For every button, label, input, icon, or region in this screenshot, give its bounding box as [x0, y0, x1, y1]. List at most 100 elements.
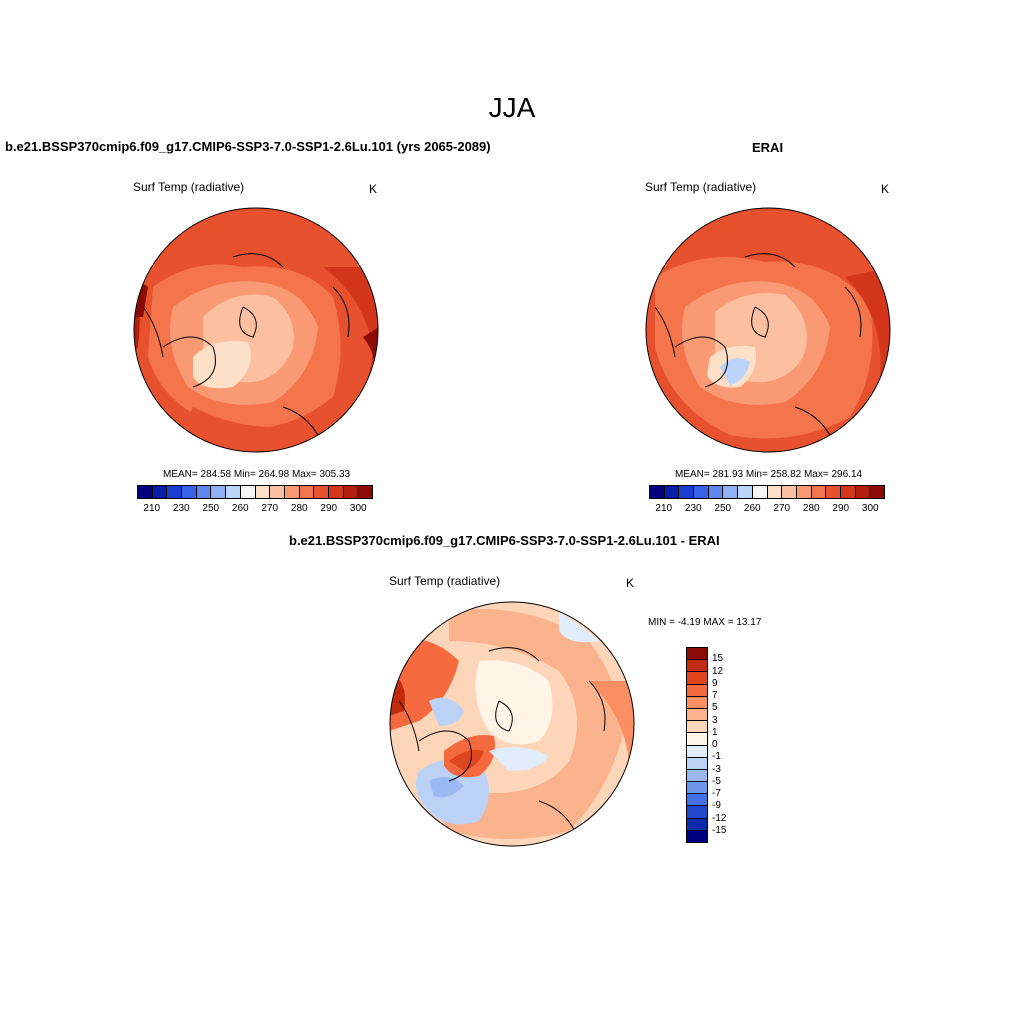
colorbar-swatch [687, 708, 707, 722]
colorbar-swatch [687, 696, 707, 709]
colorbar-tick-label: 210 [143, 503, 161, 514]
colorbar-tick-label: -12 [712, 812, 727, 824]
colorbar-swatch [870, 486, 884, 498]
colorbar-tick-label: 270 [773, 503, 791, 514]
colorbar-swatch [767, 486, 783, 498]
colorbar-swatch [343, 486, 359, 498]
colorbar-tick-label: 260 [231, 503, 249, 514]
colorbar-tick-label: -9 [712, 800, 721, 812]
colorbar-tick-label: 230 [172, 503, 190, 514]
colorbar-swatch [358, 486, 372, 498]
colorbar-tick-label: 230 [684, 503, 702, 514]
colorbar-swatch [782, 486, 797, 498]
colorbar-tick-label: 290 [832, 503, 850, 514]
colorbar-tick-label: 300 [861, 503, 879, 514]
colorbar-swatch [708, 486, 724, 498]
obs-colorbar-labels: 210 230 250 260 270 280 290 300 [649, 503, 885, 515]
colorbar-swatch [687, 830, 707, 842]
colorbar-tick-label: -3 [712, 763, 721, 775]
colorbar-swatch [840, 486, 856, 498]
colorbar-swatch [182, 486, 197, 498]
obs-panel-title: ERAI [752, 140, 784, 155]
model-units-label: K [369, 182, 378, 196]
colorbar-swatch [687, 769, 707, 783]
colorbar-tick-label: -1 [712, 751, 721, 763]
obs-variable-label: Surf Temp (radiative) [645, 180, 757, 194]
colorbar-tick-label: 15 [712, 653, 724, 665]
colorbar-swatch [138, 486, 153, 498]
colorbar-tick-label: 280 [802, 503, 820, 514]
model-variable-label: Surf Temp (radiative) [133, 180, 245, 194]
diff-polar-map [389, 601, 635, 847]
colorbar-swatch [299, 486, 315, 498]
colorbar-swatch [687, 806, 707, 819]
colorbar-swatch [679, 486, 695, 498]
colorbar-swatch [752, 486, 768, 498]
colorbar-tick-label: 210 [655, 503, 673, 514]
colorbar-swatch [255, 486, 271, 498]
diff-panel-title: b.e21.BSSP370cmip6.f09_g17.CMIP6-SSP3-7.… [289, 533, 720, 548]
colorbar-swatch [826, 486, 841, 498]
model-panel-title: b.e21.BSSP370cmip6.f09_g17.CMIP6-SSP3-7.… [5, 139, 491, 154]
colorbar-swatch [723, 486, 739, 498]
colorbar-swatch [687, 648, 707, 661]
obs-colorbar [649, 485, 885, 499]
colorbar-tick-label: 5 [712, 702, 718, 714]
colorbar-swatch [687, 794, 707, 807]
colorbar-swatch [738, 486, 753, 498]
colorbar-swatch [687, 733, 707, 746]
colorbar-tick-label: 250 [714, 503, 732, 514]
colorbar-swatch [694, 486, 709, 498]
model-polar-map [133, 207, 379, 453]
colorbar-swatch [211, 486, 227, 498]
model-stats: MEAN= 284.58 Min= 264.98 Max= 305.33 [163, 469, 351, 480]
colorbar-swatch [687, 818, 707, 831]
diff-colorbar-labels: 15 12 9 7 5 3 1 0 -1 -3 -5 -7 -9 -12 -15 [712, 647, 752, 843]
colorbar-swatch [687, 672, 707, 685]
colorbar-swatch [687, 745, 707, 758]
colorbar-swatch [687, 721, 707, 734]
colorbar-swatch [687, 757, 707, 770]
figure-title: JJA [488, 92, 536, 123]
obs-stats: MEAN= 281.93 Min= 258.82 Max= 296.14 [675, 469, 863, 480]
colorbar-tick-label: -7 [712, 788, 721, 799]
colorbar-swatch [284, 486, 300, 498]
colorbar-swatch [650, 486, 665, 498]
model-colorbar [137, 485, 373, 499]
colorbar-swatch [687, 660, 707, 673]
colorbar-swatch [314, 486, 329, 498]
colorbar-swatch [240, 486, 256, 498]
obs-units-label: K [881, 182, 890, 196]
colorbar-swatch [328, 486, 344, 498]
diff-stats: MIN = -4.19 MAX = 13.17 [648, 617, 762, 628]
colorbar-swatch [796, 486, 812, 498]
diff-colorbar [686, 647, 708, 843]
diff-units-label: K [626, 576, 635, 590]
colorbar-tick-label: -15 [712, 824, 727, 836]
colorbar-tick-label: 0 [712, 739, 718, 750]
colorbar-tick-label: -5 [712, 775, 721, 787]
colorbar-swatch [152, 486, 168, 498]
colorbar-tick-label: 300 [349, 503, 367, 514]
colorbar-tick-label: 12 [712, 665, 724, 677]
colorbar-tick-label: 290 [320, 503, 338, 514]
model-colorbar-labels: 210 230 250 260 270 280 290 300 [137, 503, 373, 515]
colorbar-swatch [167, 486, 183, 498]
colorbar-tick-label: 7 [712, 690, 718, 701]
colorbar-tick-label: 250 [202, 503, 220, 514]
colorbar-tick-label: 260 [743, 503, 761, 514]
colorbar-tick-label: 280 [290, 503, 308, 514]
colorbar-tick-label: 9 [712, 677, 718, 689]
diff-variable-label: Surf Temp (radiative) [389, 574, 501, 588]
obs-polar-map [645, 207, 891, 453]
colorbar-tick-label: 1 [712, 726, 718, 738]
colorbar-swatch [811, 486, 827, 498]
colorbar-swatch [664, 486, 680, 498]
colorbar-swatch [270, 486, 285, 498]
colorbar-swatch [226, 486, 241, 498]
colorbar-swatch [855, 486, 871, 498]
colorbar-swatch [687, 782, 707, 795]
colorbar-tick-label: 3 [712, 714, 718, 726]
colorbar-tick-label: 270 [261, 503, 279, 514]
colorbar-swatch [687, 684, 707, 697]
